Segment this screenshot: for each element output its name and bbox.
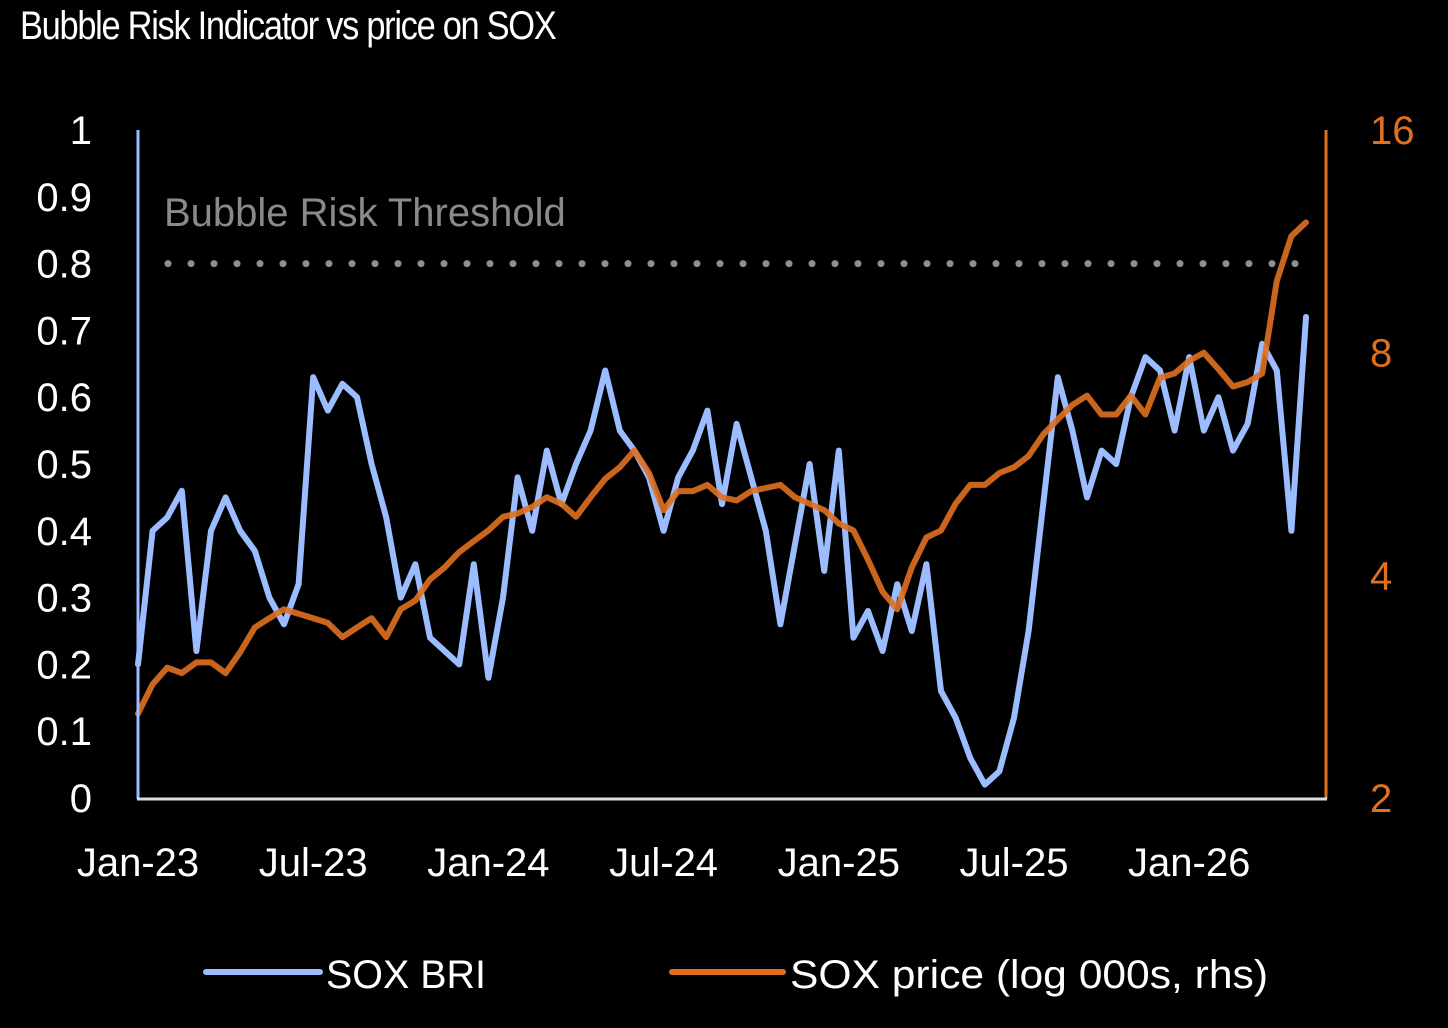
- x-tick-label: Jul-23: [259, 841, 368, 885]
- threshold-dot: [1061, 260, 1069, 268]
- threshold-dot: [1107, 260, 1115, 268]
- threshold-dot: [992, 260, 1000, 268]
- threshold-dot: [1153, 260, 1161, 268]
- right-tick-labels: 2 4 8 16: [1370, 109, 1415, 821]
- left-tick-label: 0.3: [36, 577, 92, 621]
- threshold-dot: [969, 260, 977, 268]
- left-tick-label: 0.7: [36, 309, 92, 353]
- series-layer: [135, 219, 1309, 788]
- threshold-dot: [923, 260, 931, 268]
- x-tick-label: Jan-25: [778, 841, 900, 885]
- threshold-dot: [670, 260, 678, 268]
- threshold-dot: [486, 260, 494, 268]
- left-tick-labels: 0 0.1 0.2 0.3 0.4 0.5 0.6 0.7 0.8 0.9 1: [36, 109, 92, 821]
- threshold-dot: [210, 260, 218, 268]
- threshold-dot: [762, 260, 770, 268]
- threshold-dot: [164, 260, 172, 268]
- threshold-dot: [417, 260, 425, 268]
- left-tick-label: 1: [70, 109, 92, 153]
- right-tick-label: 8: [1370, 332, 1392, 376]
- threshold-dot: [1084, 260, 1092, 268]
- right-tick-label: 4: [1370, 554, 1392, 598]
- series-line-sox-price: [135, 219, 1309, 717]
- threshold-dot: [854, 260, 862, 268]
- threshold-layer: [164, 260, 1299, 268]
- threshold-dot: [532, 260, 540, 268]
- threshold-dot: [647, 260, 655, 268]
- threshold-dot: [624, 260, 632, 268]
- x-tick-label: Jan-24: [427, 841, 549, 885]
- threshold-dot: [1222, 260, 1230, 268]
- x-tick-label: Jan-26: [1128, 841, 1250, 885]
- threshold-dot: [348, 260, 356, 268]
- threshold-dot: [877, 260, 885, 268]
- series-line-sox-bri: [135, 314, 1309, 788]
- legend-label-bri: SOX BRI: [326, 953, 486, 997]
- threshold-dot: [1176, 260, 1184, 268]
- left-tick-label: 0.9: [36, 176, 92, 220]
- x-tick-label: Jul-25: [960, 841, 1069, 885]
- left-tick-label: 0: [70, 777, 92, 821]
- threshold-dot: [946, 260, 954, 268]
- threshold-dot: [233, 260, 241, 268]
- legend: SOX BRI SOX price (log 000s, rhs): [203, 953, 1268, 997]
- x-tick-label: Jan-23: [77, 841, 199, 885]
- threshold-dot: [785, 260, 793, 268]
- threshold-dot: [808, 260, 816, 268]
- threshold-dot: [302, 260, 310, 268]
- threshold-dot: [256, 260, 264, 268]
- threshold-dot: [279, 260, 287, 268]
- x-tick-labels: Jan-23 Jul-23 Jan-24 Jul-24 Jan-25 Jul-25 Jan-…: [77, 841, 1251, 885]
- threshold-dot: [1130, 260, 1138, 268]
- left-tick-label: 0.4: [36, 510, 92, 554]
- left-tick-label: 0.8: [36, 243, 92, 287]
- x-tick-label: Jul-24: [609, 841, 718, 885]
- left-tick-label: 0.6: [36, 376, 92, 420]
- threshold-dot: [325, 260, 333, 268]
- threshold-dot: [716, 260, 724, 268]
- threshold-dot: [1015, 260, 1023, 268]
- threshold-dot: [187, 260, 195, 268]
- chart-title: Bubble Risk Indicator vs price on SOX: [20, 4, 557, 48]
- left-tick-label: 0.1: [36, 710, 92, 754]
- legend-label-price: SOX price (log 000s, rhs): [790, 953, 1268, 997]
- threshold-dot: [1199, 260, 1207, 268]
- threshold-dot: [831, 260, 839, 268]
- threshold-dot: [509, 260, 517, 268]
- threshold-dot: [555, 260, 563, 268]
- threshold-dot: [371, 260, 379, 268]
- right-tick-label: 16: [1370, 109, 1415, 153]
- threshold-dot: [440, 260, 448, 268]
- threshold-dot: [463, 260, 471, 268]
- threshold-dot: [578, 260, 586, 268]
- threshold-dot: [739, 260, 747, 268]
- threshold-dot: [900, 260, 908, 268]
- threshold-dot: [601, 260, 609, 268]
- threshold-dot: [1291, 260, 1299, 268]
- threshold-dot: [394, 260, 402, 268]
- threshold-dot: [1038, 260, 1046, 268]
- left-tick-label: 0.2: [36, 643, 92, 687]
- left-tick-label: 0.5: [36, 443, 92, 487]
- right-tick-label: 2: [1370, 777, 1392, 821]
- threshold-dot: [693, 260, 701, 268]
- threshold-dot: [1268, 260, 1276, 268]
- threshold-dot: [1245, 260, 1253, 268]
- threshold-annotation: Bubble Risk Threshold: [164, 191, 566, 235]
